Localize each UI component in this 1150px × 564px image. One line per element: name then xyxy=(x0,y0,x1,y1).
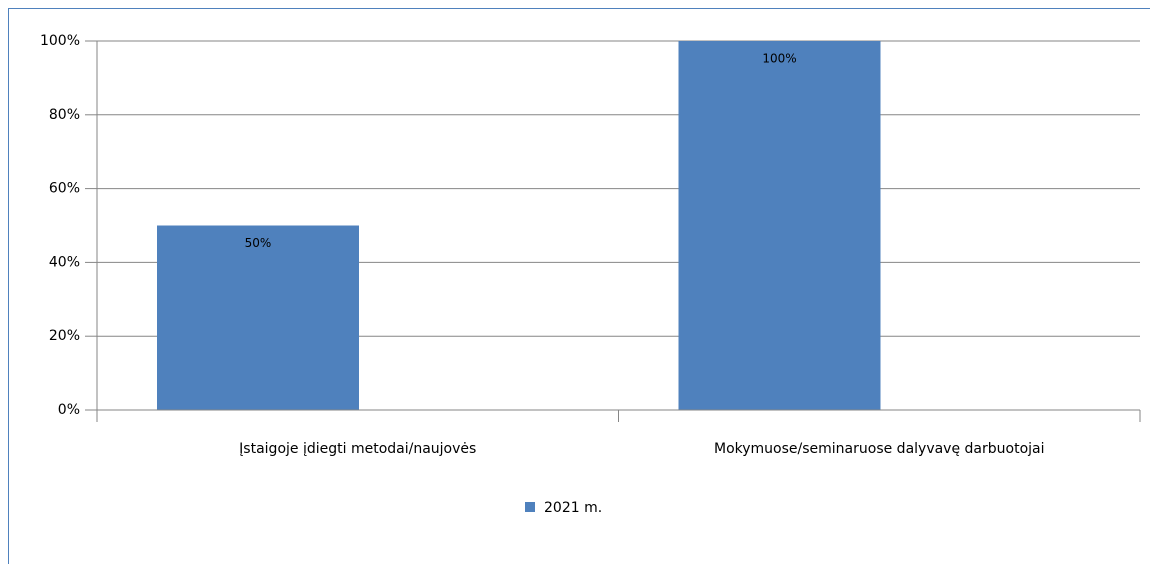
y-tick-label: 60% xyxy=(49,181,80,197)
legend-swatch xyxy=(525,502,535,512)
legend-label: 2021 m. xyxy=(544,500,602,516)
data-label: 100% xyxy=(762,52,796,66)
y-tick-label: 40% xyxy=(49,254,80,270)
y-tick-label: 20% xyxy=(49,328,80,344)
bar xyxy=(157,225,359,410)
y-tick-label: 100% xyxy=(40,33,80,49)
bar xyxy=(678,41,881,410)
y-tick-label: 0% xyxy=(58,402,80,418)
x-tick-label: Mokymuose/seminaruose dalyvavę darbuotoj… xyxy=(714,441,1045,457)
y-tick-label: 80% xyxy=(49,107,80,123)
x-tick-label: Įstaigoje įdiegti metodai/naujovės xyxy=(239,441,476,457)
data-label: 50% xyxy=(245,236,272,250)
